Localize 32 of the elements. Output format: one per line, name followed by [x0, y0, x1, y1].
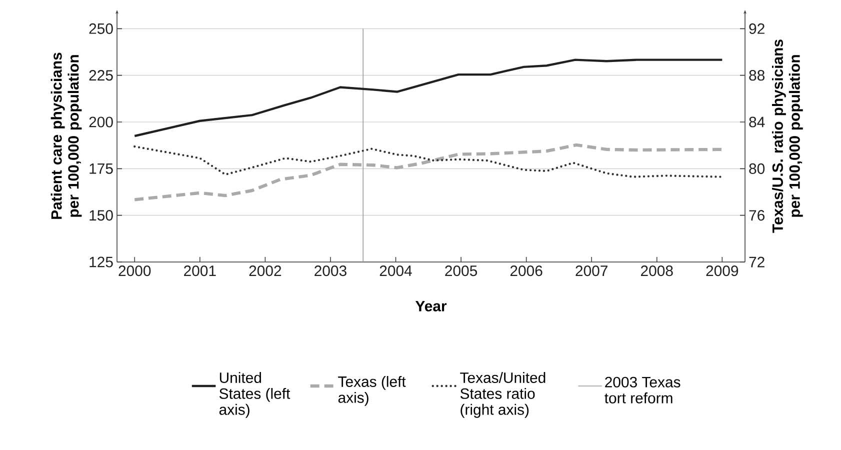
y-axis-title: Patient care physicians per 100,000 population	[50, 52, 82, 219]
x-tick-label: 2002	[249, 266, 282, 276]
x-tick-label: 2005	[445, 266, 478, 276]
x-tick-label: 2007	[576, 266, 608, 276]
y-tick-label: 150	[90, 210, 113, 221]
x-tick-label: 2006	[510, 266, 542, 276]
x-tick-label: 2008	[641, 266, 673, 276]
legend-label: 2003 Texas tort reform	[604, 376, 680, 404]
line-series	[133, 143, 724, 202]
y2-tick-label: 84	[749, 116, 765, 128]
x-tick-label: 2004	[380, 266, 412, 276]
x-tick-label: 2009	[706, 266, 738, 276]
y2-tick-label: 92	[749, 23, 764, 34]
line-series	[134, 145, 724, 178]
y2-tick-label: 72	[749, 256, 764, 268]
x-tick-label: 2003	[314, 266, 346, 276]
y-tick-label: 250	[89, 23, 113, 34]
x-tick-label: 2000	[118, 266, 151, 276]
y-tick-label: 175	[90, 163, 113, 174]
legend-label: United States (left axis)	[219, 372, 290, 418]
legend-label: Texas/United States ratio (right axis)	[460, 372, 546, 418]
y-tick-label: 200	[89, 116, 113, 128]
x-tick-label: 2001	[184, 266, 216, 276]
legend-label: Texas (left axis)	[338, 376, 406, 406]
y2-tick-label: 80	[749, 163, 765, 174]
y2-axis-title: Texas/U.S. ratio physicians per 100,000 population	[772, 40, 803, 233]
x-axis-title: Year	[415, 300, 447, 312]
y2-tick-label: 88	[749, 70, 764, 81]
y-tick-label: 125	[90, 256, 113, 268]
y-tick-label: 225	[89, 70, 113, 81]
line-series	[134, 58, 724, 138]
y2-tick-label: 76	[749, 210, 764, 221]
